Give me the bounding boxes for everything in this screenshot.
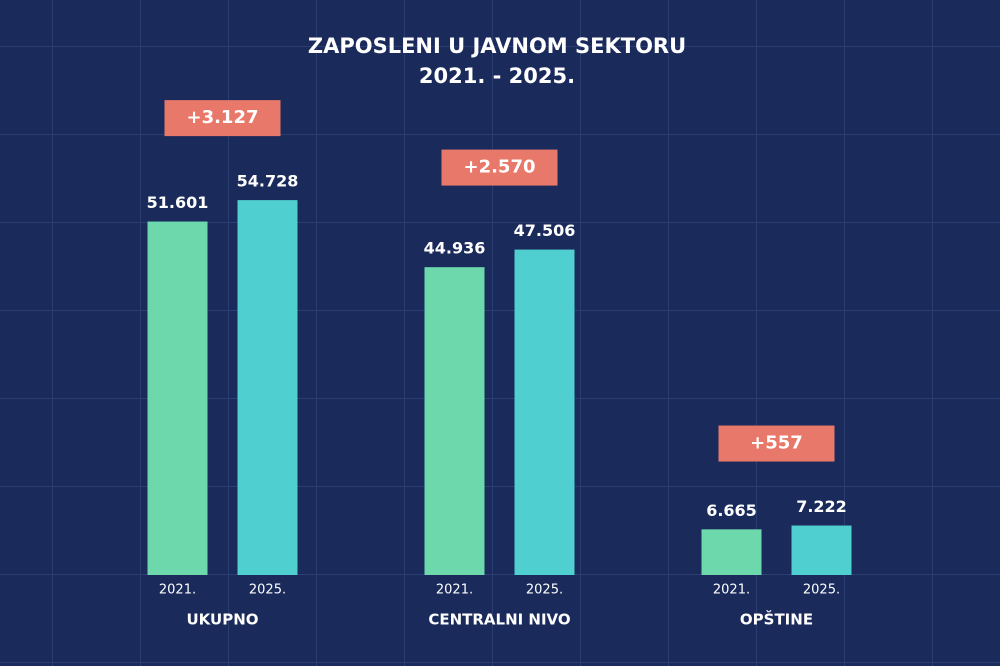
value-label: 6.665 bbox=[706, 501, 757, 520]
bar bbox=[514, 249, 575, 575]
annotation: +3.127 bbox=[186, 107, 258, 128]
value-label: 44.936 bbox=[424, 239, 486, 258]
series-label: 2025. bbox=[803, 583, 840, 598]
value-label: 7.222 bbox=[796, 497, 847, 516]
group-label: OPŠTINE bbox=[740, 610, 813, 629]
bar bbox=[791, 525, 852, 575]
group-label: UKUPNO bbox=[186, 611, 258, 629]
annotation-box bbox=[441, 149, 558, 186]
annotation: +557 bbox=[750, 433, 803, 454]
value-label: 47.506 bbox=[514, 221, 576, 240]
group-label: CENTRALNI NIVO bbox=[428, 611, 570, 629]
value-label: 51.601 bbox=[147, 193, 209, 212]
chart-title: ZAPOSLENI U JAVNOM SEKTORU bbox=[308, 34, 686, 58]
series-label: 2021. bbox=[436, 583, 473, 598]
bar bbox=[147, 221, 208, 576]
annotation-box bbox=[164, 100, 281, 137]
bar bbox=[701, 529, 762, 575]
value-label: 54.728 bbox=[237, 172, 299, 191]
bar bbox=[237, 200, 298, 575]
bar bbox=[424, 267, 485, 575]
series-label: 2025. bbox=[526, 583, 563, 598]
annotation: +2.570 bbox=[463, 157, 535, 178]
chart-subtitle: 2021. - 2025. bbox=[419, 64, 575, 88]
annotation-box bbox=[718, 425, 835, 462]
series-label: 2021. bbox=[159, 583, 196, 598]
series-label: 2025. bbox=[249, 583, 286, 598]
series-label: 2021. bbox=[713, 583, 750, 598]
